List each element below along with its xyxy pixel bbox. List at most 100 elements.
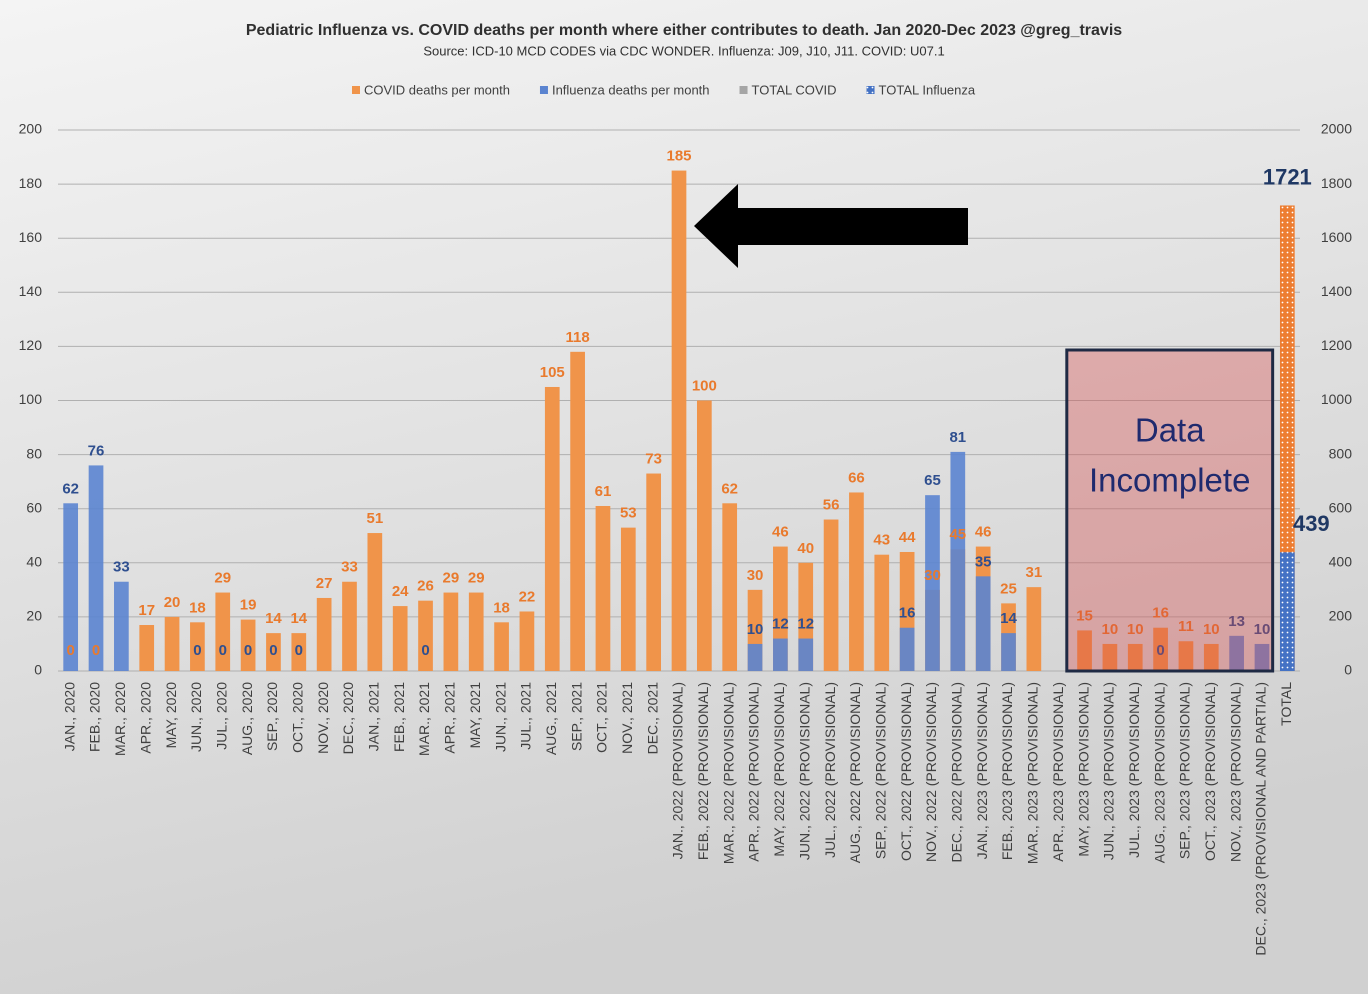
bar (342, 581, 357, 671)
data-label: 65 (924, 472, 941, 489)
data-label: 30 (924, 567, 941, 584)
data-label: 0 (193, 642, 201, 659)
data-label: 18 (493, 599, 510, 616)
x-tick-label: TOTAL (1278, 682, 1294, 726)
bar (696, 400, 712, 671)
data-label: 62 (62, 480, 79, 497)
bar (798, 638, 814, 671)
x-tick-label: APR., 2021 (442, 682, 458, 754)
bar (190, 622, 205, 671)
x-tick-label: OCT., 2023 (PROVISIONAL) (1202, 682, 1218, 861)
data-label: 11 (1178, 618, 1194, 635)
chart-subtitle: Source: ICD-10 MCD CODES via CDC WONDER.… (423, 43, 944, 58)
legend-swatch (739, 86, 748, 94)
x-tick-label: AUG., 2021 (543, 682, 559, 755)
bar (1077, 630, 1092, 671)
bar (63, 503, 79, 671)
x-tick-label: MAY, 2022 (PROVISIONAL) (771, 682, 787, 857)
bar (671, 170, 687, 671)
x-tick-label: OCT., 2020 (289, 682, 305, 753)
data-label: 76 (88, 442, 105, 459)
data-label: 44 (899, 529, 916, 546)
incomplete-box (1065, 348, 1275, 673)
y-tick-label: 120 (19, 337, 43, 353)
bar (1229, 635, 1244, 671)
x-tick-label: FEB., 2023 (PROVISIONAL) (999, 682, 1015, 860)
bar (620, 527, 636, 671)
data-label: 10 (747, 621, 764, 638)
bar (1026, 587, 1042, 671)
bar (291, 633, 307, 671)
bar (240, 619, 256, 671)
data-label: 14 (1000, 610, 1017, 627)
data-label: 40 (797, 540, 814, 557)
legend-label: TOTAL Influenza (879, 82, 976, 97)
data-label: 43 (873, 532, 890, 549)
data-label: 22 (519, 588, 536, 605)
data-label: 105 (540, 364, 565, 381)
x-tick-label: JUL., 2020 (213, 682, 229, 750)
x-tick-label: JAN., 2022 (PROVISIONAL) (670, 682, 686, 859)
data-label: 185 (666, 148, 691, 165)
data-label: 14 (265, 610, 282, 627)
x-tick-label: NOV., 2020 (315, 682, 331, 754)
y-tick-label: 100 (19, 391, 43, 407)
bar (1001, 633, 1016, 671)
legend: COVID deaths per month Influenza deaths p… (352, 82, 976, 97)
bar (646, 473, 662, 671)
data-label: 81 (949, 429, 966, 446)
data-label: 17 (138, 602, 155, 619)
data-label: 53 (620, 505, 637, 522)
data-label: 19 (240, 597, 257, 614)
y2-tick-label: 400 (1329, 554, 1353, 570)
data-label: 118 (566, 329, 590, 346)
legend-label: TOTAL COVID (752, 82, 837, 97)
y2-tick-label: 200 (1329, 608, 1353, 624)
bar (773, 638, 788, 671)
legend-swatch (539, 86, 548, 94)
legend-swatch-pattern (866, 86, 875, 94)
x-tick-label: SEP., 2023 (PROVISIONAL) (1177, 682, 1193, 859)
bar (164, 616, 180, 671)
bar (874, 554, 890, 671)
bar (519, 611, 535, 671)
bar (950, 451, 966, 671)
data-label: 0 (1156, 642, 1164, 659)
bar (747, 643, 763, 671)
y2-tick-label: 1800 (1321, 175, 1352, 191)
x-tick-label: NOV., 2021 (619, 682, 635, 754)
data-label: 20 (164, 594, 181, 611)
bar (823, 519, 839, 671)
data-label: 0 (421, 642, 429, 659)
data-label: 13 (1228, 613, 1245, 630)
y2-tick-label: 0 (1344, 662, 1352, 678)
x-tick-label: AUG., 2020 (239, 682, 255, 755)
y-tick-label: 0 (34, 662, 42, 678)
data-label: 0 (295, 642, 303, 659)
data-label: 0 (67, 642, 75, 659)
x-tick-label: FEB., 2020 (87, 682, 103, 752)
y2-tick-label: 600 (1329, 499, 1353, 515)
y2-tick-label: 1600 (1321, 229, 1352, 245)
bar (494, 622, 509, 671)
x-tick-label: JAN., 2021 (366, 682, 382, 751)
x-tick-label: FEB., 2022 (PROVISIONAL) (695, 682, 711, 860)
bar (925, 495, 940, 671)
bar (88, 465, 104, 671)
x-tick-label: JUN., 2022 (PROVISIONAL) (796, 682, 812, 860)
bar (266, 633, 281, 671)
x-tick-label: DEC., 2020 (340, 682, 356, 755)
data-label: 24 (392, 583, 409, 600)
bar (392, 606, 408, 671)
x-tick-label: MAR., 2023 (PROVISIONAL) (1025, 682, 1041, 864)
bar (595, 505, 611, 671)
data-label: 56 (823, 496, 840, 513)
data-label: 18 (189, 599, 206, 616)
data-label: 66 (848, 469, 865, 486)
x-tick-label: JUL., 2023 (PROVISIONAL) (1126, 682, 1142, 858)
data-label: 29 (443, 570, 460, 587)
data-label: 46 (772, 524, 789, 541)
data-label: 29 (214, 570, 231, 587)
x-tick-label: OCT., 2021 (594, 682, 610, 753)
